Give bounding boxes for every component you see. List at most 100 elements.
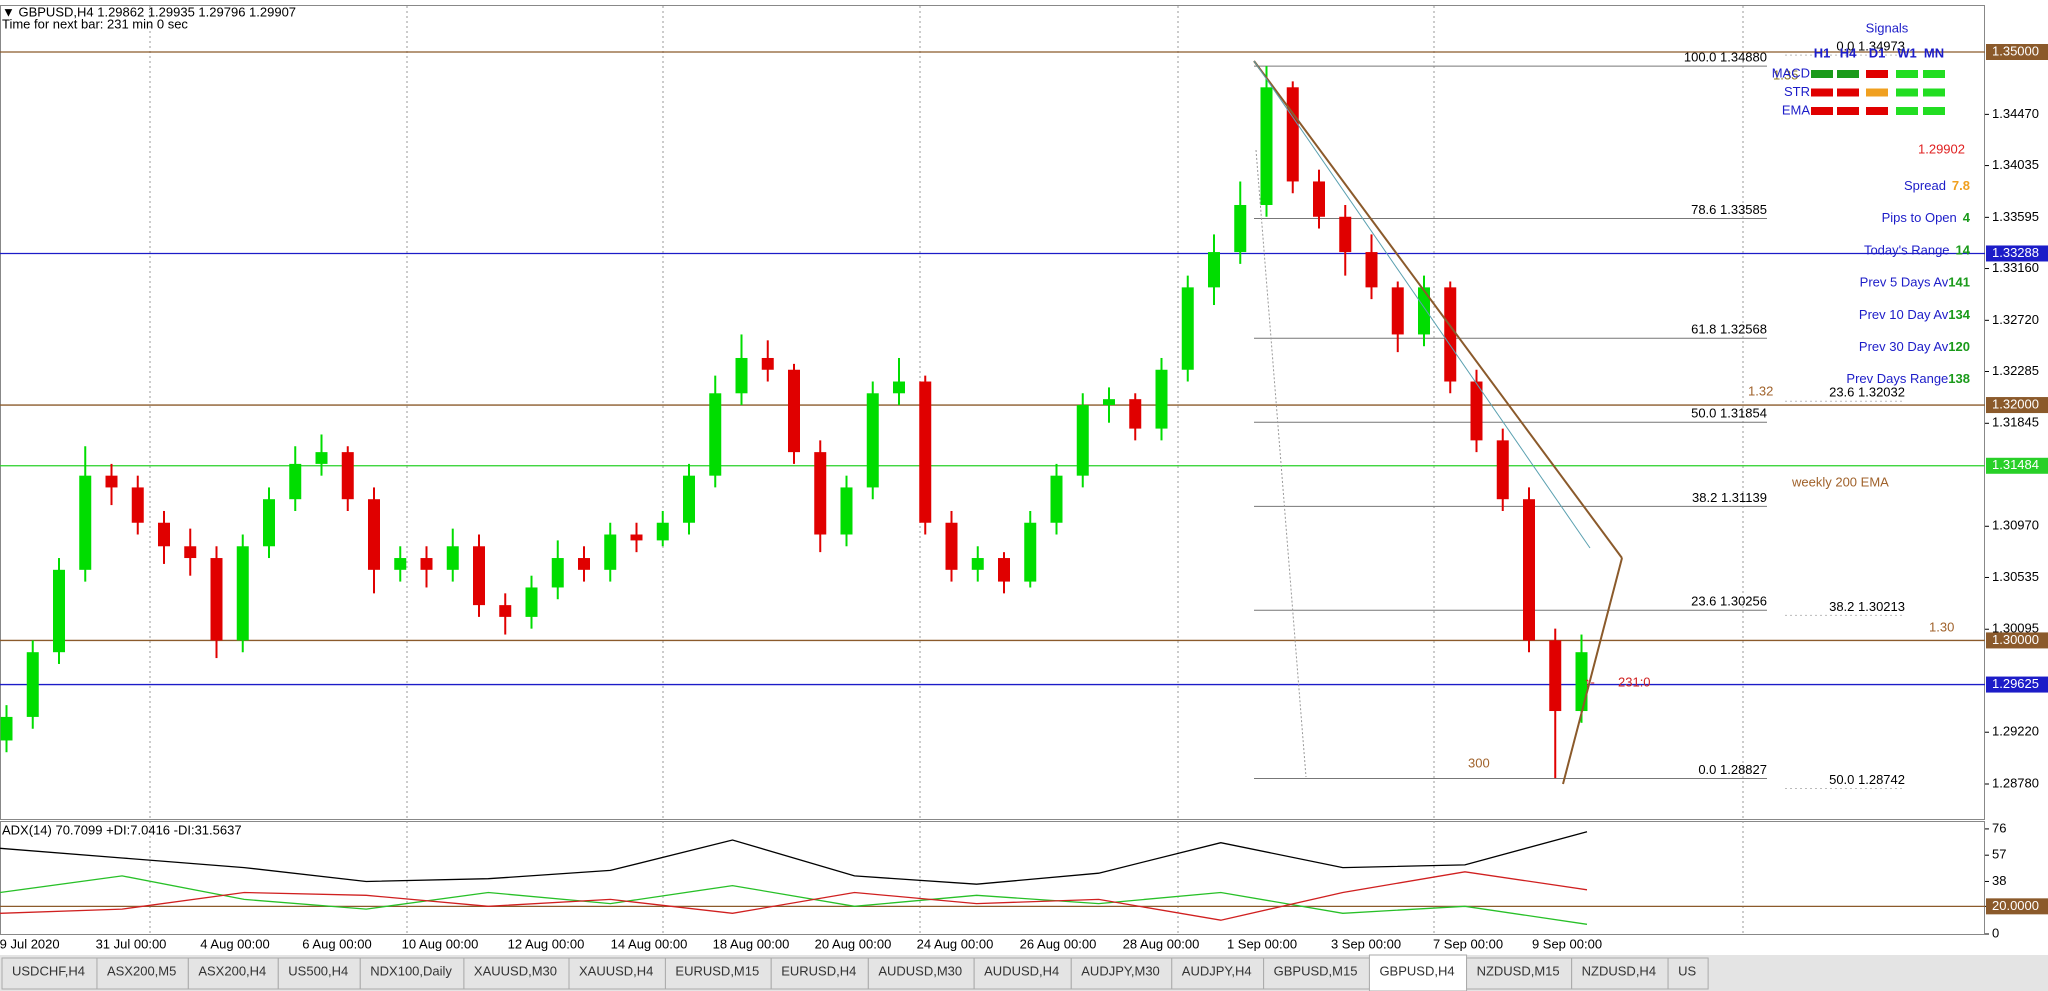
candle-body xyxy=(866,393,879,488)
candle-body xyxy=(1339,216,1352,253)
tab-bg xyxy=(277,957,361,990)
tab[interactable]: AUDUSD,H4 xyxy=(973,957,1072,990)
dotted-line xyxy=(1255,149,1307,778)
candle-body xyxy=(604,534,617,570)
tab[interactable]: USDCHF,H4 xyxy=(1,957,98,990)
date-label: 12 Aug 00:00 xyxy=(508,936,585,951)
tab-label: GBPUSD,M15 xyxy=(1274,963,1358,978)
tab-bg xyxy=(463,957,570,990)
fib-label: 50.0 1.31854 xyxy=(1691,406,1767,421)
tab[interactable]: US500,H4 xyxy=(277,957,361,990)
candle-body xyxy=(1103,399,1115,406)
tab[interactable]: EURUSD,H4 xyxy=(770,957,869,990)
tab-label: NZDUSD,M15 xyxy=(1477,963,1560,978)
tab[interactable]: AUDJPY,M30 xyxy=(1070,957,1173,990)
info-row: Prev Days Range138 xyxy=(1846,372,1970,387)
tab[interactable]: GBPUSD,H4 xyxy=(1368,954,1468,991)
candle-body xyxy=(105,475,118,488)
date-label: 24 Aug 00:00 xyxy=(917,936,994,951)
annotation: 1.32 xyxy=(1748,383,1773,398)
signal-block xyxy=(1837,88,1859,97)
tab[interactable]: NZDUSD,M15 xyxy=(1466,957,1573,990)
tab[interactable]: EURUSD,M15 xyxy=(664,957,772,990)
annotation: 1.35 xyxy=(1773,67,1798,82)
candle-body xyxy=(184,546,197,559)
tab[interactable]: AUDUSD,M30 xyxy=(867,957,975,990)
tab[interactable]: XAUUSD,M30 xyxy=(463,957,570,990)
tab[interactable]: ASX200,H4 xyxy=(187,957,279,990)
tab-label: EURUSD,M15 xyxy=(675,963,759,978)
trend-line xyxy=(1253,60,1623,559)
price-box xyxy=(1986,44,2048,60)
price-label: 1.30970 xyxy=(1992,518,2039,533)
candle-body xyxy=(158,522,170,547)
signal-label: EMA xyxy=(1782,102,1811,117)
tab[interactable]: AUDJPY,H4 xyxy=(1171,957,1265,990)
date-label: 20 Aug 00:00 xyxy=(815,936,892,951)
tab-label: US500,H4 xyxy=(288,963,348,978)
candle-body xyxy=(788,369,800,453)
price-label: 1.30535 xyxy=(1992,569,2039,584)
tab[interactable]: NZDUSD,H4 xyxy=(1571,957,1669,990)
annotation: 1.30 xyxy=(1929,619,1954,634)
tab-label: EURUSD,H4 xyxy=(781,963,856,978)
price-label: 1.34035 xyxy=(1992,157,2039,172)
signal-block xyxy=(1811,88,1833,97)
tab[interactable]: ASX200,M5 xyxy=(96,957,189,990)
tab-label: NZDUSD,H4 xyxy=(1582,963,1656,978)
timeframe: MN xyxy=(1924,45,1944,60)
date-label: 26 Aug 00:00 xyxy=(1020,936,1097,951)
info-value: 134 xyxy=(1948,307,1970,322)
candle-body xyxy=(840,487,853,535)
adx-panel-frame xyxy=(0,821,1985,935)
candle-body xyxy=(131,487,144,523)
signal-label: MACD xyxy=(1772,65,1810,80)
fib-label: 100.0 1.34880 xyxy=(1684,50,1767,65)
candle-body xyxy=(998,558,1010,582)
candle-body xyxy=(341,452,354,500)
price-label: 1.33160 xyxy=(1992,260,2039,275)
candle-body xyxy=(1575,652,1588,712)
fib-label: 78.6 1.33585 xyxy=(1691,202,1767,217)
timeframe: W1 xyxy=(1897,45,1917,60)
main-panel-frame xyxy=(0,5,1985,820)
candle-body xyxy=(289,463,302,500)
info-label: Prev 30 Day Av xyxy=(1859,339,1949,354)
timeframe: H4 xyxy=(1840,45,1857,60)
price-box-label: 1.32000 xyxy=(1992,396,2039,411)
tab[interactable]: NDX100,Daily xyxy=(359,957,465,990)
tab-label: XAUUSD,H4 xyxy=(579,963,653,978)
price-label: 1.29220 xyxy=(1992,724,2039,739)
tab[interactable]: GBPUSD,M15 xyxy=(1263,957,1370,990)
candle-body xyxy=(1050,475,1063,523)
info-row: Prev 5 Days Av141 xyxy=(1860,275,1970,290)
signals-title: Signals xyxy=(1866,20,1909,35)
tab-bg xyxy=(359,957,465,990)
tab-label: USDCHF,H4 xyxy=(12,963,85,978)
candle-body xyxy=(1234,204,1247,253)
tab[interactable]: XAUUSD,H4 xyxy=(568,957,666,990)
arrow: ↑- xyxy=(1584,674,1595,689)
info-row: Pips to Open 4 xyxy=(1882,211,1971,226)
adx-line xyxy=(0,871,1588,921)
candle-body xyxy=(1418,287,1430,335)
tab-bg xyxy=(96,957,189,990)
signal-block xyxy=(1811,70,1833,78)
tab-bg xyxy=(770,957,869,990)
fib-label: 0.0 1.34973 xyxy=(1836,39,1905,54)
adx-tick-label: 20.0000 xyxy=(1992,898,2039,913)
candle-body xyxy=(709,393,722,476)
tab-label: ASX200,M5 xyxy=(107,963,176,978)
price-box xyxy=(1986,676,2048,693)
signal-block xyxy=(1923,88,1945,97)
tab-label: AUDJPY,M30 xyxy=(1081,963,1160,978)
info-value: 4 xyxy=(1963,211,1971,226)
tab-bg xyxy=(664,957,772,990)
candle-body xyxy=(761,357,774,370)
tab[interactable]: US xyxy=(1667,957,1709,990)
tab-bg xyxy=(1263,957,1370,990)
candle-body xyxy=(1260,87,1273,205)
candle-body xyxy=(1286,87,1299,182)
